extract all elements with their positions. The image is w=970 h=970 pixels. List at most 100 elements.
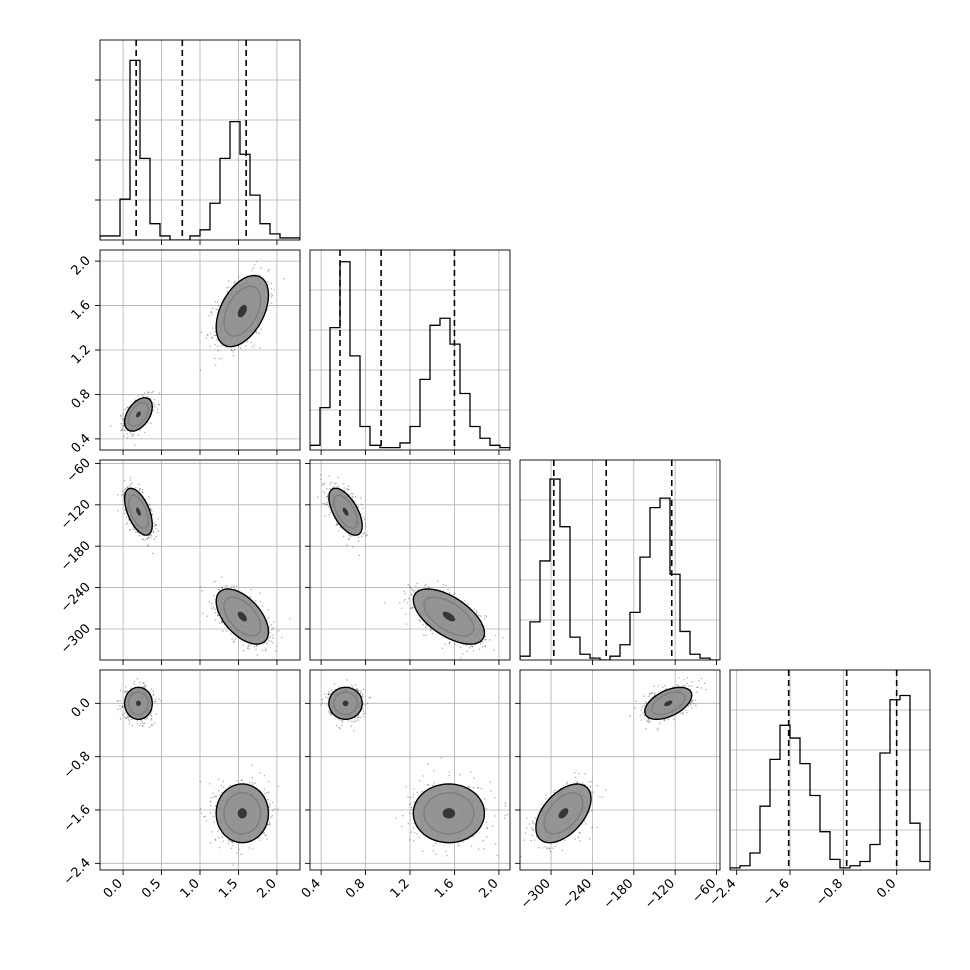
scatter-point — [150, 688, 153, 690]
scatter-point — [261, 649, 264, 652]
scatter-point — [121, 706, 124, 708]
scatter-point — [148, 496, 150, 498]
scatter-point — [150, 711, 153, 713]
scatter-point — [352, 493, 354, 495]
scatter-point — [123, 691, 126, 693]
scatter-point — [121, 429, 124, 431]
scatter-point — [327, 505, 330, 508]
scatter-point — [216, 301, 219, 304]
scatter-point — [220, 344, 223, 347]
scatter-point — [127, 718, 130, 721]
scatter-point — [124, 690, 127, 693]
scatter-point — [281, 636, 283, 639]
scatter-point — [209, 332, 212, 335]
scatter-point — [216, 830, 219, 833]
scatter-point — [403, 590, 405, 593]
scatter-point — [121, 425, 124, 427]
scatter-point — [154, 406, 156, 408]
scatter-point — [134, 528, 136, 531]
scatter-point — [141, 488, 144, 491]
scatter-point — [472, 649, 475, 652]
scatter-point — [149, 503, 151, 506]
scatter-point — [220, 784, 223, 787]
scatter-point — [471, 645, 474, 648]
scatter-point — [263, 774, 266, 777]
scatter-point — [109, 425, 112, 427]
scatter-point — [142, 538, 145, 541]
scatter-point — [232, 641, 235, 643]
scatter-point — [215, 795, 218, 798]
scatter-point — [212, 606, 214, 608]
scatter-point — [250, 764, 253, 766]
scatter-point — [201, 612, 204, 615]
scatter-point — [271, 814, 274, 817]
scatter-point — [147, 391, 150, 394]
scatter-point — [152, 401, 154, 404]
scatter-point — [242, 649, 245, 652]
scatter-point — [352, 495, 354, 498]
scatter-point — [263, 792, 266, 795]
scatter-point — [152, 531, 155, 534]
scatter-point — [253, 263, 256, 266]
scatter-point — [134, 531, 137, 533]
scatter-point — [217, 349, 220, 352]
scatter-point — [220, 621, 223, 623]
scatter-point — [347, 488, 349, 491]
scatter-point — [233, 280, 236, 283]
scatter-point — [226, 286, 228, 289]
scatter-point — [410, 594, 413, 596]
scatter-point — [140, 722, 142, 725]
scatter-point — [358, 554, 361, 557]
scatter-point — [131, 724, 134, 727]
scatter-point — [234, 638, 237, 640]
scatter-point — [151, 513, 154, 516]
scatter-point — [255, 645, 258, 648]
scatter-point — [151, 391, 153, 394]
scatter-point — [200, 331, 203, 334]
scatter-point — [129, 479, 132, 481]
scatter-point — [412, 606, 414, 609]
scatter-point — [267, 270, 269, 272]
scatter-point — [150, 719, 152, 721]
scatter-point — [494, 660, 496, 662]
scatter-point — [130, 687, 132, 689]
scatter-point — [125, 717, 127, 719]
scatter-point — [266, 643, 268, 645]
scatter-point — [419, 620, 422, 622]
scatter-point — [270, 293, 273, 295]
scatter-point — [275, 645, 278, 647]
scatter-point — [201, 589, 203, 592]
scatter-point — [269, 822, 271, 825]
scatter-point — [404, 613, 407, 615]
scatter-point — [122, 418, 125, 420]
scatter-point — [121, 706, 123, 708]
scatter-point — [236, 852, 238, 854]
scatter-point — [127, 451, 129, 453]
y-tick-label: −120 — [58, 497, 94, 533]
scatter-point — [329, 487, 332, 490]
scatter-point — [143, 682, 145, 684]
scatter-point — [413, 591, 415, 593]
scatter-point — [335, 524, 337, 527]
scatter-point — [231, 585, 233, 588]
scatter-point — [255, 332, 258, 334]
scatter-point — [128, 722, 131, 725]
scatter-point — [157, 411, 159, 414]
scatter-point — [157, 404, 160, 406]
scatter-point — [272, 637, 274, 639]
scatter-point — [316, 496, 319, 498]
scatter-point — [235, 780, 238, 782]
scatter-point — [120, 422, 122, 425]
scatter-point — [326, 495, 329, 498]
scatter-point — [277, 630, 280, 632]
scatter-point — [139, 429, 141, 431]
scatter-point — [230, 348, 233, 351]
scatter-point — [337, 485, 340, 488]
scatter-point — [217, 304, 220, 307]
scatter-point — [266, 838, 268, 840]
scatter-point — [329, 483, 331, 486]
y-tick-label: 1.6 — [69, 298, 94, 323]
scatter-point — [404, 598, 406, 601]
scatter-point — [156, 408, 159, 411]
scatter-point — [418, 619, 421, 621]
